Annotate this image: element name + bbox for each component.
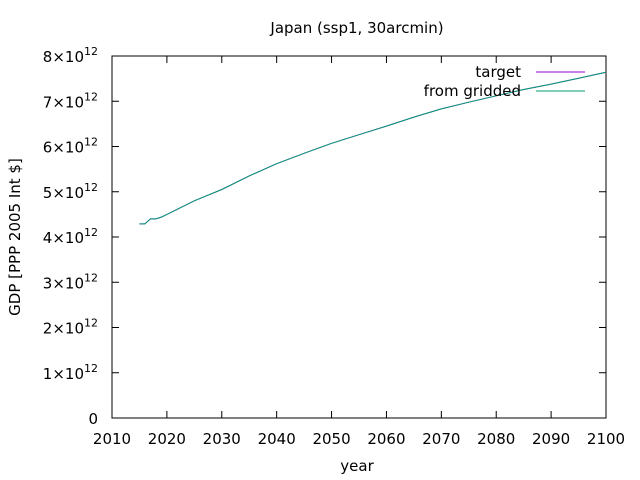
y-axis-label: GDP [PPP 2005 Int $]	[6, 158, 24, 316]
x-tick-label: 2080	[477, 430, 515, 448]
x-tick-label: 2100	[587, 430, 625, 448]
plot-border	[111, 55, 607, 419]
series-line	[139, 71, 607, 225]
y-tick-label: 4×1012	[43, 226, 98, 247]
x-tick-label: 2050	[312, 430, 350, 448]
y-tick-label: 2×1012	[43, 317, 98, 338]
y-tick-label: 5×1012	[43, 181, 98, 202]
y-tick-label: 0	[88, 410, 98, 428]
legend-label: from gridded	[424, 82, 521, 100]
y-tick-label: 3×1012	[43, 271, 98, 292]
y-tick-label: 8×1012	[43, 45, 98, 66]
x-tick-label: 2060	[367, 430, 405, 448]
x-tick-label: 2010	[93, 430, 131, 448]
x-axis: 2010 2020 2030 2040 2050 2060 2070 2080 2090 2100	[93, 56, 625, 448]
y-tick-label: 7×1012	[43, 90, 98, 111]
y-axis: 0 1×1012 2×1012 3×1012 4×1012 5×1012 6×1012 7×1…	[43, 45, 606, 428]
x-tick-label: 2070	[422, 430, 460, 448]
series-line	[139, 71, 607, 225]
x-tick-label: 2090	[532, 430, 570, 448]
y-tick-label: 1×1012	[43, 362, 98, 383]
x-tick-label: 2040	[258, 430, 296, 448]
x-tick-label: 2020	[148, 430, 186, 448]
x-tick-label: 2030	[203, 430, 241, 448]
legend-label: target	[475, 63, 521, 81]
chart-title: Japan (ssp1, 30arcmin)	[269, 19, 443, 37]
y-tick-label: 6×1012	[43, 136, 98, 157]
series-lines	[139, 71, 607, 225]
x-axis-label: year	[340, 457, 374, 475]
plot-area	[111, 55, 607, 419]
